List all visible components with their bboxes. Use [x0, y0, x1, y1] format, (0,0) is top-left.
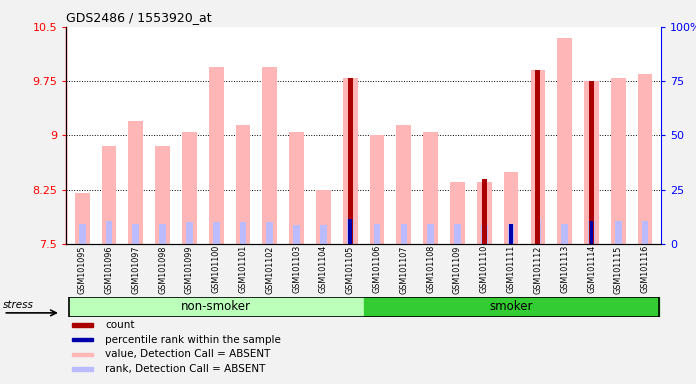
Bar	[450, 182, 465, 244]
Bar	[611, 78, 626, 244]
Bar	[562, 223, 568, 244]
Bar	[535, 70, 540, 244]
Bar	[530, 70, 545, 244]
Bar	[343, 78, 358, 244]
Bar	[159, 224, 166, 244]
Text: percentile rank within the sample: percentile rank within the sample	[105, 334, 281, 345]
Bar	[72, 323, 93, 327]
Bar	[209, 67, 223, 244]
Bar	[75, 193, 90, 244]
Text: smoker: smoker	[489, 300, 533, 313]
Bar	[589, 81, 594, 244]
Bar	[69, 297, 363, 317]
Bar	[106, 221, 112, 244]
Bar	[588, 221, 595, 244]
Text: non-smoker: non-smoker	[181, 300, 251, 313]
Text: rank, Detection Call = ABSENT: rank, Detection Call = ABSENT	[105, 364, 265, 374]
Bar	[267, 222, 274, 244]
Bar	[504, 172, 519, 244]
Text: stress: stress	[3, 300, 34, 310]
Bar	[557, 38, 572, 244]
Bar	[182, 132, 197, 244]
Bar	[262, 67, 277, 244]
Bar	[72, 338, 93, 341]
Bar	[584, 81, 599, 244]
Bar	[642, 221, 649, 244]
Bar	[615, 221, 622, 244]
Bar	[454, 223, 461, 244]
Bar	[349, 219, 352, 244]
Bar	[427, 223, 434, 244]
Bar	[509, 223, 513, 244]
Bar	[129, 121, 143, 244]
Bar	[400, 223, 407, 244]
Bar	[72, 367, 93, 371]
Text: count: count	[105, 320, 134, 330]
Bar	[374, 223, 381, 244]
Bar	[638, 74, 652, 244]
Bar	[293, 225, 300, 244]
Bar	[79, 223, 86, 244]
Bar	[348, 78, 353, 244]
Bar	[535, 219, 541, 244]
Bar	[316, 190, 331, 244]
Bar	[290, 132, 304, 244]
Bar	[482, 179, 487, 244]
Bar	[397, 124, 411, 244]
Bar	[363, 297, 658, 317]
Text: GDS2486 / 1553920_at: GDS2486 / 1553920_at	[66, 11, 212, 24]
Bar	[102, 146, 116, 244]
Bar	[239, 222, 246, 244]
Bar	[155, 146, 170, 244]
Bar	[347, 219, 354, 244]
Bar	[370, 136, 384, 244]
Bar	[186, 222, 193, 244]
Text: value, Detection Call = ABSENT: value, Detection Call = ABSENT	[105, 349, 271, 359]
Bar	[508, 223, 514, 244]
Bar	[477, 182, 491, 244]
Bar	[320, 225, 327, 244]
Bar	[72, 353, 93, 356]
Bar	[236, 124, 251, 244]
Bar	[423, 132, 438, 244]
Bar	[590, 221, 594, 244]
Bar	[213, 222, 219, 244]
Bar	[132, 224, 139, 244]
Bar	[481, 225, 488, 244]
